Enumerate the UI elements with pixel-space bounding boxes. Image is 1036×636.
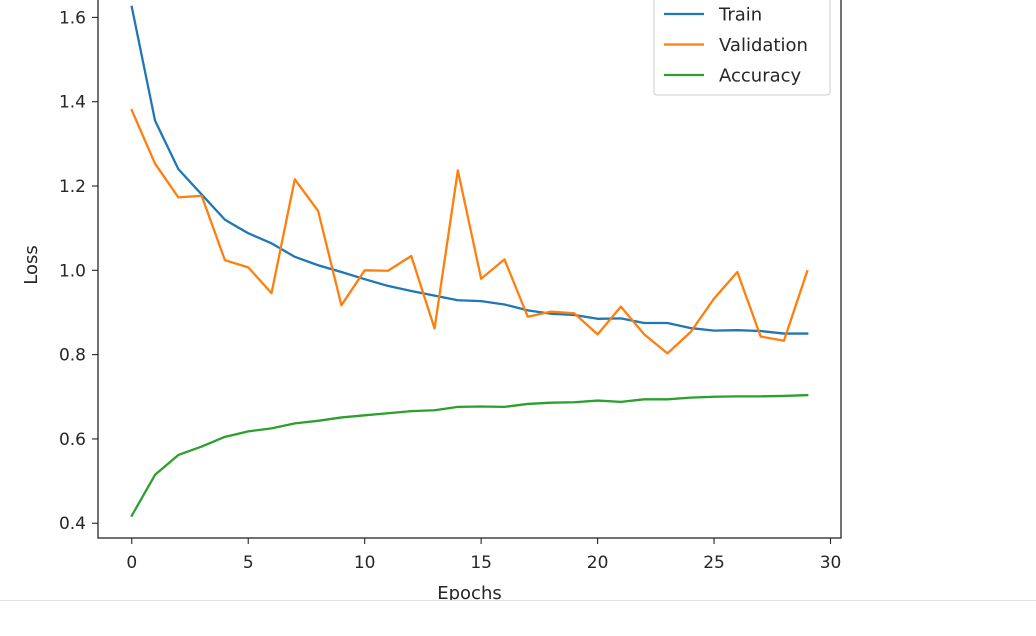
y-tick-label: 1.4 bbox=[59, 93, 86, 113]
axis-ticks: 0 5 10 15 20 25 30 0.4 0.6 0.8 1.0 1.2 1.4 1.6 bbox=[59, 8, 841, 573]
legend: Train Validation Accuracy bbox=[653, 0, 831, 96]
legend-label-train: Train bbox=[718, 5, 762, 26]
plot-frame bbox=[97, 0, 842, 539]
y-tick-label: 1.2 bbox=[59, 177, 86, 197]
legend-label-accuracy: Accuracy bbox=[719, 66, 802, 87]
series-line-accuracy bbox=[130, 393, 809, 518]
x-tick-label: 5 bbox=[243, 553, 254, 573]
x-tick-label: 25 bbox=[703, 553, 725, 573]
y-tick-label: 1.0 bbox=[59, 261, 86, 281]
bottom-divider bbox=[0, 600, 1036, 601]
bottom-strip bbox=[0, 601, 1036, 636]
legend-label-validation: Validation bbox=[719, 35, 808, 56]
x-axis-label: Epochs bbox=[437, 583, 502, 600]
line-chart: 0 5 10 15 20 25 30 0.4 0.6 0.8 1.0 1.2 1.4 1.6 Epochs… bbox=[21, 0, 842, 604]
y-tick-label: 1.6 bbox=[59, 8, 86, 28]
x-tick-label: 15 bbox=[470, 553, 492, 573]
x-tick-label: 20 bbox=[587, 553, 609, 573]
plot-marks bbox=[130, 5, 809, 518]
y-tick-label: 0.4 bbox=[59, 514, 86, 534]
x-tick-label: 10 bbox=[354, 553, 376, 573]
legend-box bbox=[653, 0, 831, 96]
y-axis-label: Loss bbox=[21, 245, 42, 284]
y-tick-label: 0.8 bbox=[59, 346, 86, 366]
series-line-validation bbox=[130, 108, 809, 355]
chart-container: 0 5 10 15 20 25 30 0.4 0.6 0.8 1.0 1.2 1.4 1.6 Epochs… bbox=[21, 0, 842, 604]
x-tick-label: 30 bbox=[820, 553, 842, 573]
y-tick-label: 0.6 bbox=[59, 430, 86, 450]
x-tick-label: 0 bbox=[126, 553, 137, 573]
series-line-train bbox=[130, 5, 809, 335]
